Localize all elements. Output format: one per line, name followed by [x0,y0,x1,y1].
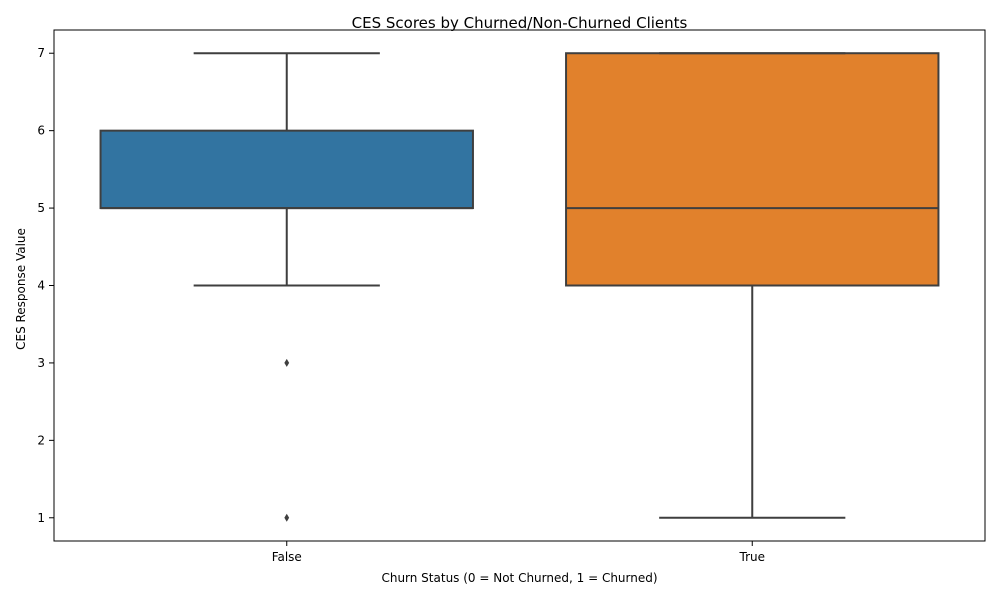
box-iqr [99,129,474,210]
y-tick-label: 2 [37,433,45,447]
outlier-point [284,513,290,522]
y-tick-label: 7 [37,46,45,60]
y-tick-label: 5 [37,201,45,215]
axes: 1 2 3 4 5 6 7 False True [37,29,986,564]
x-tick-label: False [272,550,302,564]
y-axis-label: CES Response Value [14,228,28,350]
box-iqr [565,52,940,287]
x-axis-label: Churn Status (0 = Not Churned, 1 = Churn… [381,571,657,585]
chart-title: CES Scores by Churned/Non-Churned Client… [352,14,688,32]
y-tick-label: 1 [37,511,45,525]
y-tick-label: 6 [37,124,45,138]
box-group-false [99,52,474,522]
box-group-true [565,52,940,519]
x-tick-label: True [739,550,766,564]
y-tick-label: 3 [37,356,45,370]
y-tick-label: 4 [37,279,45,293]
outlier-point [284,358,290,367]
plot-area [99,52,940,522]
